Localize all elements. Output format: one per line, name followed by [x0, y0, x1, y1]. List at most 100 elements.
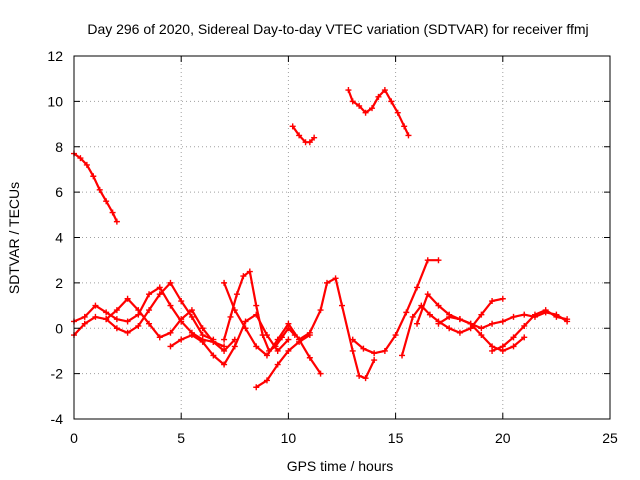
data-point [221, 279, 228, 286]
data-point [156, 284, 163, 291]
data-point [478, 325, 485, 332]
series-satellite-k [296, 275, 378, 382]
y-tick-label: 12 [47, 48, 63, 64]
data-point [92, 302, 99, 309]
data-point [296, 132, 303, 139]
data-point [210, 352, 217, 359]
data-point [362, 375, 369, 382]
data-point [435, 257, 442, 264]
data-point [274, 347, 281, 354]
data-point [349, 336, 356, 343]
data-point [221, 361, 228, 368]
series-satellite-b [289, 123, 318, 146]
data-point [242, 318, 249, 325]
data-point [240, 273, 247, 280]
x-tick-label: 5 [177, 430, 185, 446]
data-point [246, 268, 253, 275]
data-point [478, 332, 485, 339]
data-point [263, 352, 270, 359]
data-point [510, 343, 517, 350]
data-point [456, 329, 463, 336]
x-axis-label: GPS time / hours [287, 458, 394, 474]
data-point [124, 329, 131, 336]
y-tick-label: 8 [55, 139, 63, 155]
series-satellite-j [253, 332, 313, 391]
data-point [510, 334, 517, 341]
data-point [274, 336, 281, 343]
series-satellite-a [71, 150, 120, 225]
series-satellite-l [349, 257, 442, 357]
data-point [489, 347, 496, 354]
data-point [199, 325, 206, 332]
y-tick-label: 10 [47, 93, 63, 109]
data-point [360, 345, 367, 352]
series-layer [71, 87, 571, 391]
data-point [426, 311, 433, 318]
data-point [113, 218, 120, 225]
series-line [298, 277, 376, 380]
data-point [478, 311, 485, 318]
data-point [90, 173, 97, 180]
data-point [356, 372, 363, 379]
data-point [306, 139, 313, 146]
data-point [446, 313, 453, 320]
data-point [167, 329, 174, 336]
data-point [435, 320, 442, 327]
data-point [135, 307, 142, 314]
data-point [521, 322, 528, 329]
data-point [146, 291, 153, 298]
data-point [306, 354, 313, 361]
data-point [253, 302, 260, 309]
data-point [345, 87, 352, 94]
series-line [169, 313, 290, 366]
data-point [263, 377, 270, 384]
series-satellite-m [399, 295, 506, 359]
data-point [369, 105, 376, 112]
data-point [296, 336, 303, 343]
data-point [531, 311, 538, 318]
data-point [210, 338, 217, 345]
data-point [424, 291, 431, 298]
y-tick-label: -4 [51, 411, 64, 427]
data-point [489, 320, 496, 327]
data-point [113, 307, 120, 314]
data-point [167, 279, 174, 286]
data-point [409, 313, 416, 320]
data-point [188, 313, 195, 320]
data-point [178, 336, 185, 343]
data-point [178, 316, 185, 323]
y-tick-label: -2 [51, 366, 64, 382]
data-point [414, 284, 421, 291]
data-point [178, 298, 185, 305]
data-point [253, 343, 260, 350]
data-point [394, 109, 401, 116]
series-line [491, 309, 569, 352]
data-point [146, 320, 153, 327]
data-point [156, 334, 163, 341]
data-point [81, 313, 88, 320]
data-point [311, 134, 318, 141]
axis-layer: 0 5 10 15 20 25 -4 -2 0 2 4 6 8 10 12 [47, 48, 618, 446]
data-point [414, 320, 421, 327]
data-point [332, 275, 339, 282]
x-tick-label: 0 [70, 430, 78, 446]
data-point [499, 295, 506, 302]
data-point [521, 334, 528, 341]
data-point [103, 316, 110, 323]
data-point [356, 102, 363, 109]
data-point [109, 209, 116, 216]
data-point [221, 336, 228, 343]
data-point [259, 332, 266, 339]
data-point [103, 198, 110, 205]
data-point [542, 307, 549, 314]
data-point [285, 320, 292, 327]
data-point [233, 291, 240, 298]
data-point [231, 307, 238, 314]
y-axis-label: SDTVAR / TECUs [6, 182, 22, 294]
data-point [381, 347, 388, 354]
y-tick-label: 6 [55, 184, 63, 200]
series-satellite-i [221, 279, 324, 377]
data-point [375, 93, 382, 100]
data-point [83, 161, 90, 168]
series-satellite-p [489, 307, 571, 354]
